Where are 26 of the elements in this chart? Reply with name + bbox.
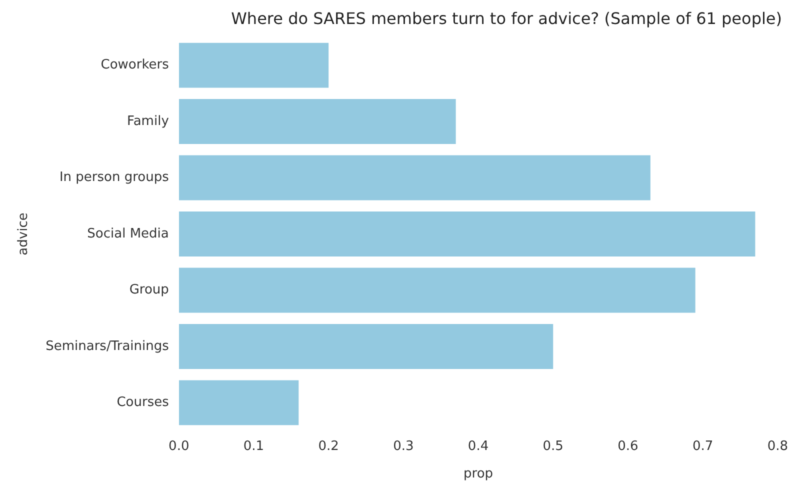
x-tick-label: 0.5 bbox=[542, 438, 564, 454]
y-tick-label: In person groups bbox=[59, 170, 170, 186]
y-tick-label: Social Media bbox=[87, 226, 169, 242]
bar bbox=[178, 380, 299, 426]
x-tick-label: 0.6 bbox=[618, 438, 638, 454]
x-tick-label: 0.4 bbox=[468, 438, 489, 454]
chart-title: Where do SARES members turn to for advice? (Sample of 61 people) bbox=[231, 8, 782, 28]
y-tick-label: Family bbox=[127, 114, 170, 129]
x-tick-label: 0.2 bbox=[318, 438, 339, 454]
bar bbox=[178, 212, 756, 256]
x-tick-label: 0.0 bbox=[168, 438, 190, 454]
y-tick-label: Seminars/Trainings bbox=[46, 338, 170, 354]
bar bbox=[178, 324, 554, 369]
bar bbox=[178, 268, 696, 313]
bar bbox=[178, 155, 650, 200]
x-axis-title: prop bbox=[464, 466, 494, 482]
bar bbox=[178, 99, 456, 144]
x-tick-label: 0.8 bbox=[767, 438, 788, 454]
x-tick-label: 0.1 bbox=[243, 438, 264, 454]
x-tick-label: 0.3 bbox=[393, 438, 414, 454]
x-tick-label: 0.7 bbox=[692, 438, 714, 454]
y-tick-label: Courses bbox=[116, 395, 170, 410]
bar bbox=[178, 42, 329, 88]
y-tick-label: Coworkers bbox=[100, 58, 170, 73]
y-axis-title: advice bbox=[16, 212, 32, 256]
y-tick-label: Group bbox=[129, 282, 169, 298]
